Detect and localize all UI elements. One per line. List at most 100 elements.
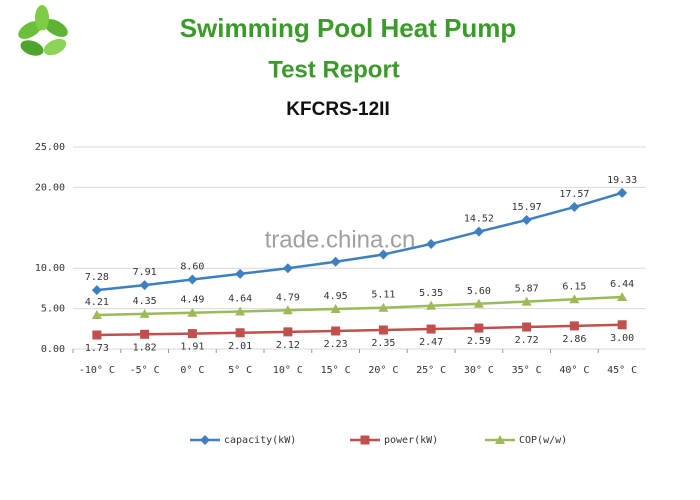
marker	[283, 327, 293, 337]
marker	[187, 274, 198, 285]
marker	[140, 329, 150, 339]
value-label: 6.44	[610, 279, 634, 290]
x-tick-label: 5° C	[228, 365, 252, 376]
title: Swimming Pool Heat Pump	[180, 13, 517, 43]
marker	[282, 263, 293, 274]
x-tick-label: 0° C	[180, 365, 204, 376]
plot: 0.00 5.00 10.00 20.00 25.00 -10° C -5° C 0° C 5°…	[35, 142, 646, 446]
value-label: 2.12	[276, 340, 300, 351]
marker	[617, 320, 627, 330]
value-label: 3.00	[610, 333, 634, 344]
legend-label: power(kW)	[384, 435, 438, 446]
x-tick-label: 35° C	[512, 365, 542, 376]
value-label: 2.47	[419, 337, 443, 348]
value-label: 5.87	[515, 284, 539, 295]
marker	[569, 202, 580, 213]
marker	[617, 187, 628, 198]
value-label: 5.60	[467, 286, 491, 297]
value-label: 2.72	[515, 335, 539, 346]
marker	[330, 304, 341, 314]
value-label: 1.91	[180, 342, 204, 353]
marker	[522, 322, 532, 332]
value-label: 2.35	[371, 338, 395, 349]
marker	[521, 214, 532, 225]
x-tick-label: -10° C	[79, 365, 115, 376]
marker	[617, 291, 628, 301]
x-tick-label: 25° C	[416, 365, 446, 376]
marker	[187, 307, 198, 317]
series-line	[96, 323, 623, 337]
marker	[569, 321, 579, 331]
value-label: 15.97	[512, 202, 542, 213]
value-label: 4.21	[85, 297, 109, 308]
x-tick-label: 40° C	[559, 365, 589, 376]
value-label: 2.23	[324, 339, 348, 350]
value-label: 2.86	[562, 334, 586, 345]
value-label: 4.49	[180, 295, 204, 306]
value-label: 7.28	[85, 272, 109, 283]
value-label: 8.60	[180, 262, 204, 273]
series-line	[96, 191, 623, 292]
value-label: 4.35	[133, 296, 157, 307]
y-tick-label: 20.00	[35, 182, 65, 193]
marker	[474, 323, 484, 333]
x-tick-label: 45° C	[607, 365, 637, 376]
value-label: 2.59	[467, 336, 491, 347]
marker	[187, 329, 197, 339]
marker	[92, 330, 102, 340]
x-tick-label: -5° C	[130, 365, 160, 376]
value-label: 6.15	[562, 281, 586, 292]
marker	[473, 226, 484, 237]
value-label: 4.95	[324, 291, 348, 302]
x-tick-label: 30° C	[464, 365, 494, 376]
marker	[426, 300, 437, 310]
marker	[91, 285, 102, 296]
marker	[331, 326, 341, 336]
y-tick-label: 0.00	[41, 344, 65, 355]
marker	[330, 256, 341, 267]
marker	[426, 238, 437, 249]
marker	[426, 324, 436, 334]
value-label: 1.73	[85, 343, 109, 354]
series-line	[96, 295, 623, 317]
value-label: 1.82	[133, 342, 157, 353]
marker	[91, 309, 102, 319]
legend-label: capacity(kW)	[224, 435, 296, 446]
value-label: 2.01	[228, 341, 252, 352]
watermark: trade.china.cn	[265, 226, 416, 253]
value-label: 5.35	[419, 288, 443, 299]
subtitle: Test Report	[268, 56, 400, 83]
marker	[378, 249, 389, 260]
marker	[200, 435, 210, 445]
y-tick-label: 5.00	[41, 304, 65, 315]
marker	[378, 325, 388, 335]
marker	[139, 280, 150, 291]
x-tick-label: 15° C	[321, 365, 351, 376]
value-label: 4.79	[276, 292, 300, 303]
value-label: 19.33	[607, 175, 637, 186]
logo	[18, 5, 68, 56]
marker	[235, 306, 246, 316]
marker	[473, 298, 484, 308]
marker	[235, 328, 245, 338]
marker	[569, 294, 580, 304]
marker	[495, 435, 505, 444]
value-label: 5.11	[371, 290, 395, 301]
legend-label: COP(w/w)	[519, 435, 567, 446]
marker	[521, 296, 532, 306]
y-tick-label: 25.00	[35, 142, 65, 153]
marker	[235, 268, 246, 279]
marker	[282, 305, 293, 315]
marker	[139, 308, 150, 318]
value-label: 4.64	[228, 294, 252, 305]
value-label: 7.91	[133, 267, 157, 278]
y-tick-label: 10.00	[35, 263, 65, 274]
model: KFCRS-12II	[286, 99, 389, 120]
x-tick-label: 20° C	[368, 365, 398, 376]
marker	[378, 302, 389, 312]
x-tick-label: 10° C	[273, 365, 303, 376]
marker	[360, 435, 370, 445]
value-label: 17.57	[559, 189, 589, 200]
value-label: 14.52	[464, 214, 494, 225]
